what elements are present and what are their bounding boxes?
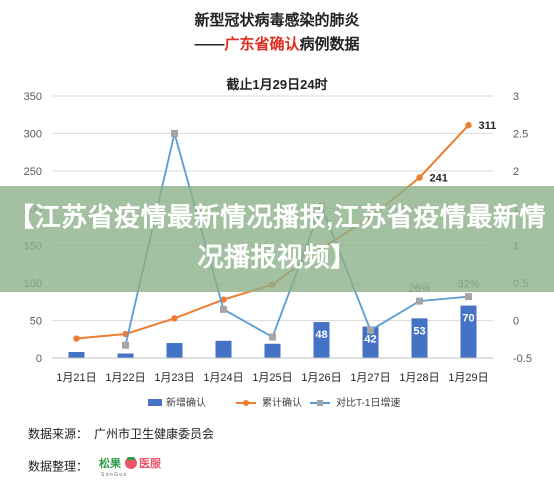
cumulative-point	[465, 121, 472, 129]
y-right-tick-label: 2	[513, 166, 519, 178]
y-left-tick-label: 350	[24, 91, 42, 103]
cumulative-point	[171, 315, 178, 322]
growth-point	[220, 305, 227, 313]
cumulative-point	[73, 335, 80, 342]
legend-label: 累计确认	[262, 396, 302, 409]
x-tick-label: 1月23日	[154, 372, 194, 384]
svg-text:S o n G u o: S o n G u o	[101, 472, 127, 478]
y-right-tick-label: 2.5	[513, 128, 528, 140]
bar	[313, 322, 330, 358]
bar-value-label: 53	[413, 325, 425, 337]
y-left-tick-label: 300	[24, 128, 42, 140]
chart-subtitle: 截止1月29日24时	[226, 77, 328, 92]
legend-label: 对比T-1日增速	[336, 396, 400, 409]
bar	[460, 305, 477, 358]
x-tick-label: 1月24日	[203, 372, 243, 384]
svg-text:医服: 医服	[139, 457, 162, 470]
bar-value-label: 48	[315, 329, 327, 341]
growth-point	[269, 333, 276, 341]
bar-value-label: 42	[364, 334, 376, 346]
bar	[117, 353, 134, 358]
cumulative-value-label: 241	[430, 173, 448, 185]
y-left-tick-label: 250	[24, 166, 42, 178]
y-left-tick-label: 50	[30, 316, 42, 328]
x-tick-label: 1月21日	[56, 372, 96, 384]
legend: 新增确认 累计确认 对比T-1日增速	[148, 396, 400, 409]
legend-swatch-bar	[148, 399, 162, 406]
y-right-tick-label: -0.5	[513, 353, 532, 365]
bar	[68, 352, 85, 358]
data-compiler-line: 数据整理： 松果 医服 S o n G u o	[28, 454, 173, 481]
cumulative-point	[416, 174, 423, 181]
bar	[411, 318, 428, 358]
title-highlight: 广东省确认	[224, 36, 300, 53]
bar	[264, 343, 281, 358]
x-tick-label: 1月28日	[399, 372, 439, 384]
growth-point	[171, 129, 178, 137]
title-dash: ——	[194, 36, 225, 53]
legend-label: 新增确认	[166, 396, 206, 409]
x-tick-label: 1月25日	[252, 372, 292, 384]
x-tick-label: 1月29日	[448, 372, 488, 384]
source-value: 广州市卫生健康委员会	[94, 427, 215, 441]
growth-point	[416, 297, 423, 305]
source-label: 数据来源：	[28, 427, 89, 441]
bar-value-label: 70	[462, 313, 474, 325]
x-tick-label: 1月22日	[105, 372, 145, 384]
axes: 050100150200250300350-0.500.511.522.531月…	[24, 91, 532, 384]
growth-point	[367, 326, 374, 334]
chart-title-line1: 新型冠状病毒感染的肺炎	[194, 12, 360, 29]
bar	[215, 340, 232, 358]
compiler-label: 数据整理：	[28, 459, 89, 474]
y-right-tick-label: 3	[513, 91, 519, 103]
growth-point	[122, 341, 129, 349]
title-rest: 病例数据	[299, 36, 360, 53]
growth-point	[465, 293, 472, 301]
songguo-logo-icon: 松果 医服 S o n G u o	[99, 456, 162, 478]
data-source-line: 数据来源： 广州市卫生健康委员会	[28, 425, 214, 442]
overlay-banner	[0, 186, 554, 292]
songguo-logo: 松果 医服 S o n G u o	[97, 454, 173, 481]
x-tick-label: 1月26日	[301, 372, 341, 384]
legend-swatch-point	[243, 400, 249, 406]
bar-series	[68, 305, 477, 358]
overlay-banner-text: 【江苏省疫情最新情况播报,江苏省疫情最新情况播报视频】	[8, 202, 546, 272]
y-right-tick-label: 0	[513, 316, 519, 328]
svg-text:松果: 松果	[99, 456, 121, 470]
bar	[166, 343, 183, 358]
y-left-tick-label: 0	[36, 353, 42, 365]
x-tick-label: 1月27日	[350, 372, 390, 384]
cumulative-value-label: 311	[479, 120, 497, 132]
chart-title-line2: ——广东省确认病例数据	[0, 33, 554, 54]
bar	[362, 326, 379, 358]
legend-swatch-marker	[317, 400, 323, 406]
